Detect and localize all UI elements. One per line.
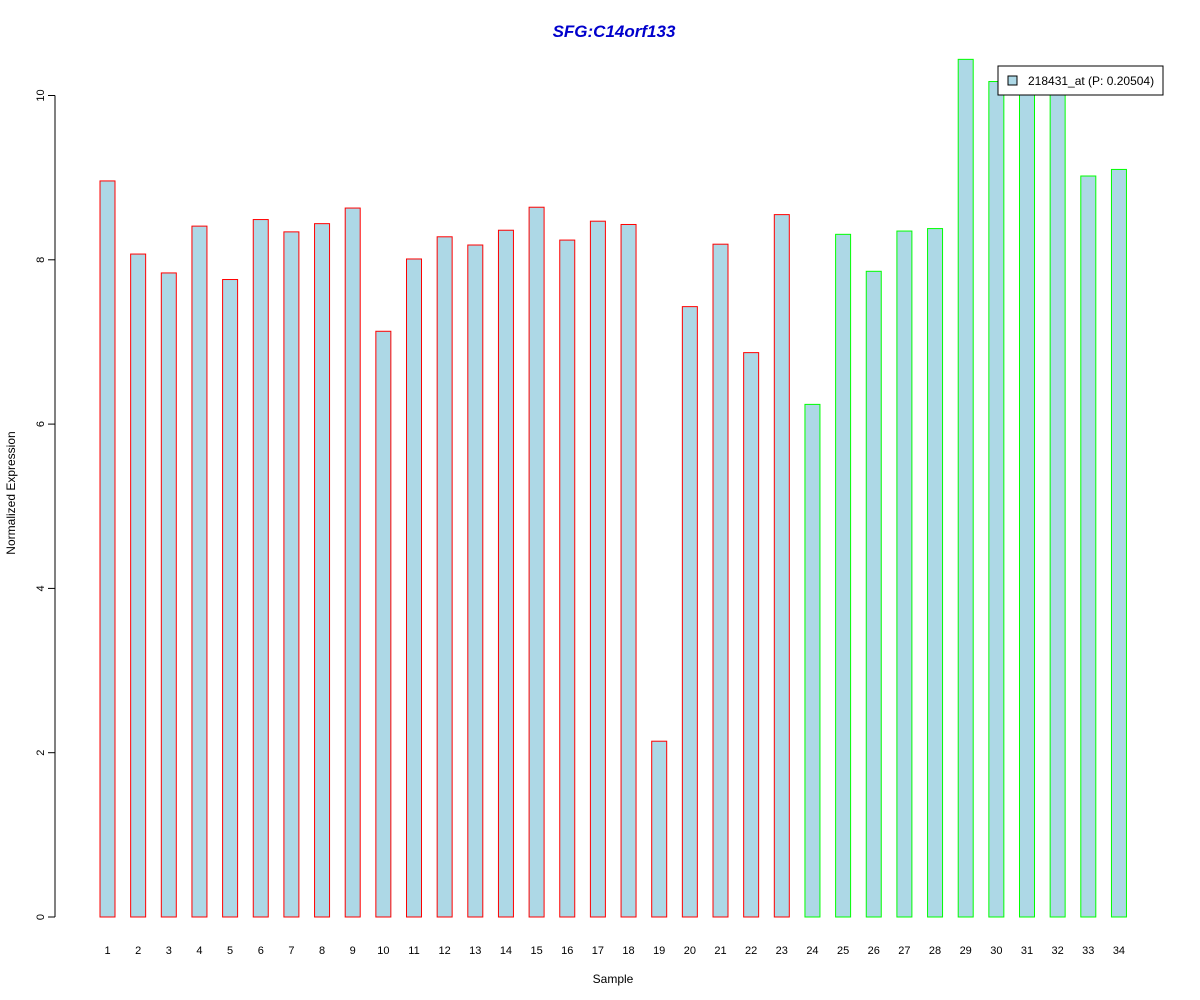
x-tick-label: 26: [868, 945, 880, 957]
bar-sample-34: [1110, 168, 1127, 918]
bar-sample-14: [497, 229, 514, 918]
bar-sample-10: [375, 330, 392, 918]
bar-sample-30: [988, 81, 1005, 918]
x-tick-label: 15: [530, 945, 542, 957]
x-tick-labels: 1 2 3 4 5 6 7 8 9 10 11 12 13 14 15 16 17 18 19 20 21 22 23 24 2…: [104, 945, 1125, 957]
bar-sample-31: [1019, 90, 1035, 918]
x-tick-label: 7: [288, 945, 294, 957]
bar-sample-20: [681, 306, 698, 918]
x-tick-label: 10: [377, 945, 389, 957]
y-tick-label: 2: [35, 750, 47, 756]
bar-sample-19: [651, 740, 668, 918]
bar-sample-27: [896, 230, 913, 918]
y-tick-label: 4: [35, 585, 47, 591]
x-tick-label: 33: [1082, 945, 1094, 957]
bar-sample-1: [99, 180, 116, 918]
y-tick-label: 8: [35, 257, 47, 263]
bar-sample-9: [344, 207, 361, 918]
bar-sample-6: [252, 219, 269, 918]
x-tick-label: 34: [1113, 945, 1125, 957]
x-tick-label: 14: [500, 945, 512, 957]
y-tick-label: 6: [35, 421, 47, 427]
bar-sample-2: [130, 253, 147, 918]
bar-sample-3: [160, 272, 177, 918]
x-tick-label: 32: [1052, 945, 1064, 957]
bar-sample-16: [559, 239, 576, 918]
bar-sample-15: [528, 206, 545, 918]
bar-sample-18: [620, 223, 637, 918]
x-tick-label: 31: [1021, 945, 1033, 957]
x-tick-label: 4: [196, 945, 202, 957]
x-tick-label: 20: [684, 945, 696, 957]
y-axis: 0 2 4 6 8 10: [35, 89, 56, 920]
x-tick-label: 19: [653, 945, 665, 957]
x-tick-label: 16: [561, 945, 573, 957]
bar-sample-26: [865, 270, 882, 918]
legend: 218431_at (P: 0.20504): [997, 65, 1164, 96]
bars: [99, 58, 1127, 918]
bar-sample-4: [191, 225, 208, 918]
x-tick-label: 5: [227, 945, 233, 957]
x-tick-label: 6: [258, 945, 264, 957]
x-tick-label: 12: [439, 945, 451, 957]
bar-sample-28: [927, 228, 944, 918]
x-tick-label: 25: [837, 945, 849, 957]
y-tick-label: 0: [35, 914, 47, 920]
x-tick-label: 30: [990, 945, 1002, 957]
legend-label: 218431_at (P: 0.20504): [1028, 74, 1154, 88]
x-tick-label: 8: [319, 945, 325, 957]
bar-sample-32: [1049, 92, 1066, 918]
x-tick-label: 9: [350, 945, 356, 957]
y-axis-label: Normalized Expression: [4, 431, 18, 554]
bar-sample-17: [589, 220, 606, 918]
x-tick-label: 24: [806, 945, 818, 957]
bar-sample-24: [804, 403, 821, 918]
x-tick-label: 13: [469, 945, 481, 957]
x-tick-label: 28: [929, 945, 941, 957]
bar-sample-12: [436, 236, 453, 918]
bar-sample-21: [712, 243, 729, 918]
bar-sample-7: [283, 231, 300, 918]
bar-sample-23: [773, 214, 790, 918]
chart-title: SFG:C14orf133: [553, 22, 676, 41]
x-tick-label: 22: [745, 945, 757, 957]
x-tick-label: 17: [592, 945, 604, 957]
x-tick-label: 18: [622, 945, 634, 957]
y-tick-label: 10: [35, 89, 47, 101]
x-tick-label: 1: [104, 945, 110, 957]
legend-swatch: [1007, 75, 1018, 86]
x-tick-label: 11: [408, 945, 419, 957]
bar-sample-13: [467, 244, 484, 918]
x-tick-label: 29: [960, 945, 972, 957]
x-tick-label: 27: [898, 945, 910, 957]
bar-sample-5: [222, 279, 239, 918]
x-tick-label: 3: [166, 945, 172, 957]
x-tick-label: 2: [135, 945, 141, 957]
x-tick-label: 21: [714, 945, 726, 957]
x-tick-label: 23: [776, 945, 788, 957]
bar-sample-33: [1080, 175, 1097, 918]
legend-box: [997, 65, 1164, 96]
bar-sample-8: [314, 223, 331, 918]
bar-sample-25: [835, 233, 852, 918]
bar-sample-29: [957, 58, 974, 918]
bar-sample-11: [406, 258, 422, 918]
bar-sample-22: [743, 352, 760, 918]
x-axis-label: Sample: [593, 972, 634, 986]
